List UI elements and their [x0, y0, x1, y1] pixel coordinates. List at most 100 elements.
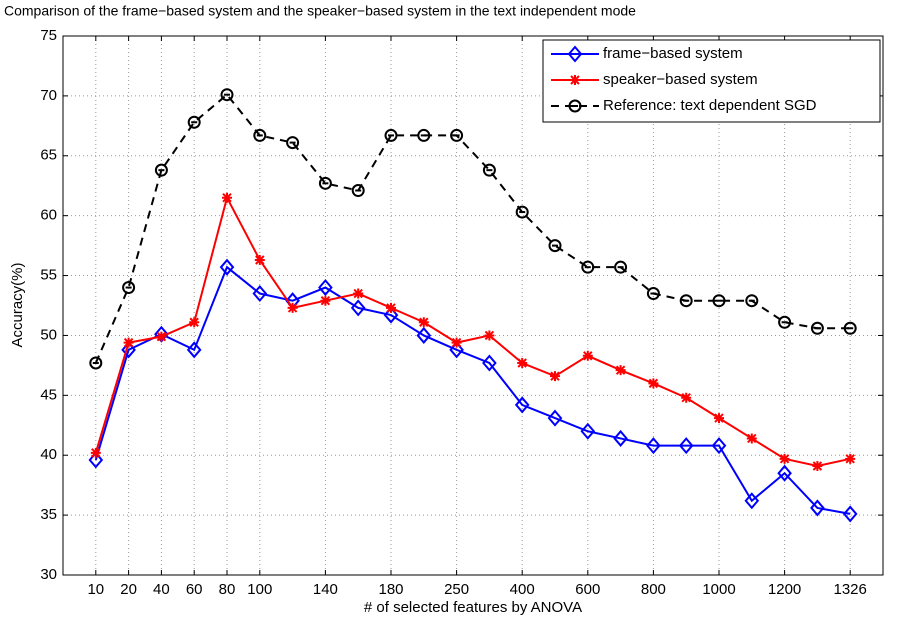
- series-line: [94, 194, 851, 468]
- x-tick-label: 1000: [702, 581, 735, 598]
- x-tick-label: 100: [247, 581, 272, 598]
- legend-marker: [567, 45, 583, 63]
- legend-marker: [568, 99, 582, 113]
- marker: [746, 433, 757, 444]
- marker-circle: [646, 287, 660, 301]
- marker: [90, 447, 101, 458]
- marker: [219, 258, 235, 276]
- x-tick-label: 250: [444, 581, 469, 598]
- marker: [88, 451, 104, 469]
- marker: [383, 306, 399, 324]
- marker-circle: [548, 239, 562, 253]
- marker: [449, 341, 464, 359]
- marker-circle: [122, 281, 136, 295]
- marker-circle: [187, 115, 201, 129]
- marker: [189, 317, 200, 328]
- marker-circle: [384, 128, 398, 142]
- y-tick-label: 55: [40, 267, 57, 284]
- marker: [547, 409, 563, 427]
- marker-circle: [581, 260, 595, 274]
- marker-circle: [482, 163, 496, 177]
- marker: [222, 192, 232, 203]
- marker: [714, 413, 724, 424]
- marker: [186, 341, 202, 359]
- x-tick-label: 20: [120, 581, 137, 598]
- marker: [810, 499, 825, 517]
- marker: [615, 365, 626, 376]
- marker: [386, 302, 396, 313]
- marker: [712, 294, 726, 308]
- marker: [89, 356, 103, 370]
- marker: [451, 337, 462, 348]
- marker-circle: [318, 176, 332, 190]
- y-tick-label: 45: [40, 386, 57, 403]
- marker: [318, 176, 332, 190]
- marker: [843, 321, 857, 335]
- chart-title: Comparison of the frame−based system and…: [4, 3, 636, 19]
- legend-label: frame−based system: [603, 45, 743, 62]
- marker: [122, 281, 136, 295]
- marker-circle: [220, 88, 234, 102]
- marker-circle: [89, 356, 103, 370]
- y-tick-label: 35: [40, 506, 57, 523]
- marker: [745, 294, 759, 308]
- marker: [286, 136, 300, 150]
- x-tick-label: 600: [575, 581, 600, 598]
- y-tick-label: 75: [40, 27, 57, 44]
- marker: [711, 437, 727, 455]
- marker: [810, 321, 824, 335]
- x-tick-label: 60: [186, 581, 203, 598]
- marker: [646, 287, 660, 301]
- marker-circle: [778, 315, 792, 329]
- marker-circle: [286, 136, 300, 150]
- marker: [123, 337, 134, 348]
- marker: [679, 294, 693, 308]
- marker: [779, 453, 790, 464]
- y-tick-label: 30: [40, 566, 57, 583]
- marker: [582, 350, 593, 361]
- legend-label: Reference: text dependent SGD: [603, 97, 817, 114]
- marker: [648, 378, 659, 389]
- marker: [678, 437, 694, 455]
- marker: [252, 284, 268, 303]
- marker: [187, 115, 201, 129]
- y-tick-label: 60: [40, 207, 57, 224]
- marker: [548, 239, 562, 253]
- series-line: [94, 265, 851, 515]
- marker: [418, 317, 429, 328]
- marker: [484, 330, 495, 341]
- marker: [581, 260, 595, 274]
- x-tick-label: 1326: [834, 581, 867, 598]
- marker: [517, 357, 528, 368]
- y-tick-label: 40: [40, 446, 57, 463]
- marker-circle: [745, 294, 759, 308]
- marker: [614, 260, 628, 274]
- marker-circle: [154, 163, 168, 177]
- y-tick-label: 65: [40, 147, 57, 164]
- marker-circle: [614, 260, 628, 274]
- x-tick-label: 80: [219, 581, 236, 598]
- marker: [253, 128, 267, 142]
- marker: [777, 464, 792, 482]
- marker: [121, 341, 136, 359]
- marker: [287, 302, 298, 313]
- marker-circle: [568, 99, 582, 113]
- marker: [417, 128, 431, 142]
- marker: [580, 422, 596, 440]
- marker: [646, 437, 661, 455]
- marker: [845, 453, 856, 464]
- marker: [744, 492, 760, 510]
- marker: [450, 128, 464, 142]
- legend-label: speaker−based system: [603, 71, 758, 88]
- marker: [220, 88, 234, 102]
- x-tick-label: 800: [641, 581, 666, 598]
- x-tick-label: 40: [153, 581, 170, 598]
- marker: [318, 278, 333, 297]
- marker-circle: [351, 184, 365, 198]
- legend-box: [542, 39, 881, 123]
- marker-circle: [712, 294, 726, 308]
- marker: [384, 128, 398, 142]
- marker: [416, 326, 432, 344]
